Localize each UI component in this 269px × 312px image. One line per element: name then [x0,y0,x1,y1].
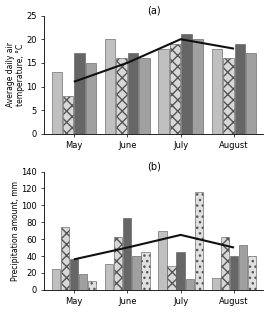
Bar [192,39,203,134]
Bar [181,34,192,134]
Bar [105,265,113,290]
Bar [52,269,60,290]
Bar [63,96,73,134]
Bar [74,53,85,134]
Bar [212,278,220,290]
Bar [88,281,96,290]
Bar [195,192,203,290]
Bar [230,256,238,290]
Y-axis label: Average daily air
temperature, °C: Average daily air temperature, °C [6,42,25,107]
Bar [79,274,87,290]
Bar [52,72,62,134]
Bar [132,256,140,290]
Bar [139,58,150,134]
Bar [70,259,78,290]
Y-axis label: Precipitation amount, mm: Precipitation amount, mm [11,181,20,281]
Bar [158,49,169,134]
Bar [223,58,233,134]
Title: (b): (b) [147,162,161,172]
Bar [158,231,167,290]
Bar [128,53,138,134]
Bar [235,44,245,134]
Bar [170,44,180,134]
Bar [176,252,185,290]
Bar [212,49,222,134]
Title: (a): (a) [147,6,161,16]
Bar [86,63,96,134]
Bar [239,245,247,290]
Bar [141,252,150,290]
Bar [105,39,115,134]
Bar [114,236,122,290]
Bar [221,237,229,290]
Bar [116,58,127,134]
Bar [248,256,256,290]
Bar [167,266,176,290]
Bar [186,279,194,290]
Bar [246,53,256,134]
Bar [123,218,132,290]
Bar [61,227,69,290]
